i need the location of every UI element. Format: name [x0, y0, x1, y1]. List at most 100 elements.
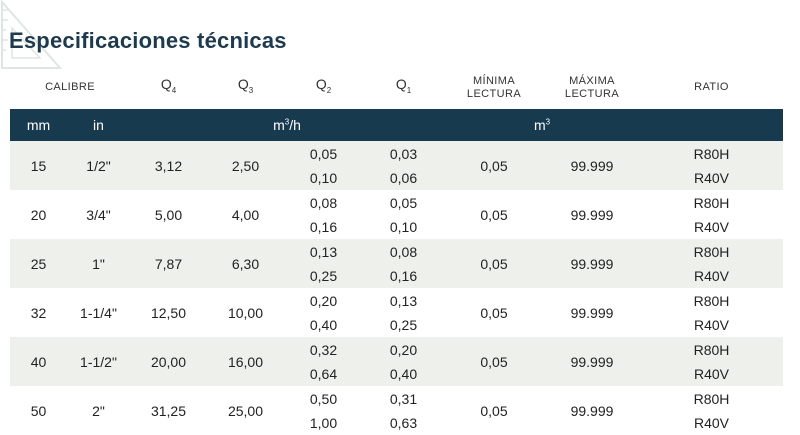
table-row: 20 3/4" 5,00 4,00 0,08 0,05 0,05 99.999 R80H: [10, 190, 783, 239]
table-row: 32 1-1/4" 12,50 10,00 0,20 0,13 0,05 99.999 R80H: [10, 288, 783, 337]
cell-maxima: 99.999: [544, 337, 640, 386]
cell-q3: 4,00: [207, 190, 284, 239]
cell-in: 1": [67, 239, 130, 288]
unit-mm: mm: [10, 109, 67, 141]
cell-minima: 0,05: [444, 239, 544, 288]
cell-q2: 0,64: [284, 362, 363, 386]
cell-maxima: 99.999: [544, 239, 640, 288]
calibre-header: CALIBRE: [45, 81, 95, 93]
minima-lectura-header: MÍNIMA LECTURA: [466, 74, 522, 100]
cell-mm: 40: [10, 337, 67, 386]
cell-q1: 0,25: [363, 313, 444, 337]
cell-ratio: R40V: [640, 313, 783, 337]
cell-q1: 0,13: [363, 288, 444, 313]
cell-in: 3/4": [67, 190, 130, 239]
cell-mm: 32: [10, 288, 67, 337]
cell-q1: 0,31: [363, 386, 444, 411]
cell-ratio: R40V: [640, 264, 783, 288]
cell-q1: 0,06: [363, 166, 444, 190]
cell-q4: 20,00: [130, 337, 207, 386]
cell-in: 1/2": [67, 141, 130, 190]
cell-ratio: R80H: [640, 337, 783, 362]
table-row: 1,00 0,63 R40V: [10, 411, 783, 435]
cell-q4: 7,87: [130, 239, 207, 288]
cell-q1: 0,10: [363, 215, 444, 239]
cell-q4: 5,00: [130, 190, 207, 239]
table-row: 0,64 0,40 R40V: [10, 362, 783, 386]
cell-q3: 6,30: [207, 239, 284, 288]
cell-q3: 16,00: [207, 337, 284, 386]
cell-maxima: 99.999: [544, 386, 640, 435]
table-row: 0,40 0,25 R40V: [10, 313, 783, 337]
cell-q2: 0,32: [284, 337, 363, 362]
maxima-lectura-header: MÁXIMA LECTURA: [564, 74, 620, 100]
cell-q2: 0,16: [284, 215, 363, 239]
cell-ratio: R80H: [640, 190, 783, 215]
cell-q1: 0,40: [363, 362, 444, 386]
cell-maxima: 99.999: [544, 288, 640, 337]
cell-ratio: R80H: [640, 386, 783, 411]
q2-header: Q2: [315, 76, 332, 95]
cell-maxima: 99.999: [544, 141, 640, 190]
cell-q2: 0,50: [284, 386, 363, 411]
cell-in: 2": [67, 386, 130, 435]
cell-q2: 0,10: [284, 166, 363, 190]
cell-ratio: R40V: [640, 411, 783, 435]
cell-ratio: R40V: [640, 166, 783, 190]
cell-q1: 0,16: [363, 264, 444, 288]
cell-in: 1-1/4": [67, 288, 130, 337]
cell-ratio: R80H: [640, 288, 783, 313]
cell-mm: 50: [10, 386, 67, 435]
cell-q3: 10,00: [207, 288, 284, 337]
cell-mm: 20: [10, 190, 67, 239]
cell-q1: 0,05: [363, 190, 444, 215]
set-square-ruler-icon: [1, 0, 63, 69]
cell-q1: 0,03: [363, 141, 444, 166]
column-labels-row: CALIBRE Q4 Q3 Q2 Q1 MÍNIMA LECTURA MÁXIMA…: [10, 66, 783, 109]
cell-minima: 0,05: [444, 190, 544, 239]
cell-minima: 0,05: [444, 288, 544, 337]
cell-minima: 0,05: [444, 337, 544, 386]
cell-in: 1-1/2": [67, 337, 130, 386]
cell-q2: 1,00: [284, 411, 363, 435]
page-title: Especificaciones técnicas: [9, 28, 287, 53]
table-row: 50 2" 31,25 25,00 0,50 0,31 0,05 99.999 R80H: [10, 386, 783, 435]
specifications-table: CALIBRE Q4 Q3 Q2 Q1 MÍNIMA LECTURA MÁXIMA…: [10, 66, 783, 435]
cell-ratio: R80H: [640, 141, 783, 166]
cell-q2: 0,05: [284, 141, 363, 166]
unit-flow: m3/h: [130, 109, 444, 141]
cell-q4: 3,12: [130, 141, 207, 190]
cell-ratio: R40V: [640, 215, 783, 239]
cell-mm: 25: [10, 239, 67, 288]
cell-q3: 25,00: [207, 386, 284, 435]
cell-ratio: R80H: [640, 239, 783, 264]
table-row: 0,16 0,10 R40V: [10, 215, 783, 239]
cell-mm: 15: [10, 141, 67, 190]
unit-in: in: [67, 109, 130, 141]
cell-q2: 0,40: [284, 313, 363, 337]
unit-volume: m3: [444, 109, 640, 141]
cell-q4: 31,25: [130, 386, 207, 435]
cell-q3: 2,50: [207, 141, 284, 190]
table-row: 25 1" 7,87 6,30 0,13 0,08 0,05 99.999 R80H: [10, 239, 783, 288]
cell-minima: 0,05: [444, 386, 544, 435]
cell-q2: 0,08: [284, 190, 363, 215]
cell-q4: 12,50: [130, 288, 207, 337]
cell-maxima: 99.999: [544, 190, 640, 239]
table-row: 0,25 0,16 R40V: [10, 264, 783, 288]
q3-header: Q3: [237, 76, 254, 95]
table-row: 15 1/2" 3,12 2,50 0,05 0,03 0,05 99.999 R80H: [10, 141, 783, 190]
q4-header: Q4: [160, 76, 177, 95]
cell-ratio: R40V: [640, 362, 783, 386]
table-row: 40 1-1/2" 20,00 16,00 0,32 0,20 0,05 99.999 R80H: [10, 337, 783, 386]
cell-q1: 0,20: [363, 337, 444, 362]
ratio-header: RATIO: [694, 81, 729, 93]
table-row: 0,10 0,06 R40V: [10, 166, 783, 190]
cell-q2: 0,13: [284, 239, 363, 264]
q1-header: Q1: [395, 76, 412, 95]
cell-minima: 0,05: [444, 141, 544, 190]
cell-q2: 0,25: [284, 264, 363, 288]
cell-q1: 0,63: [363, 411, 444, 435]
cell-q2: 0,20: [284, 288, 363, 313]
units-row: mm in m3/h m3: [10, 109, 783, 141]
